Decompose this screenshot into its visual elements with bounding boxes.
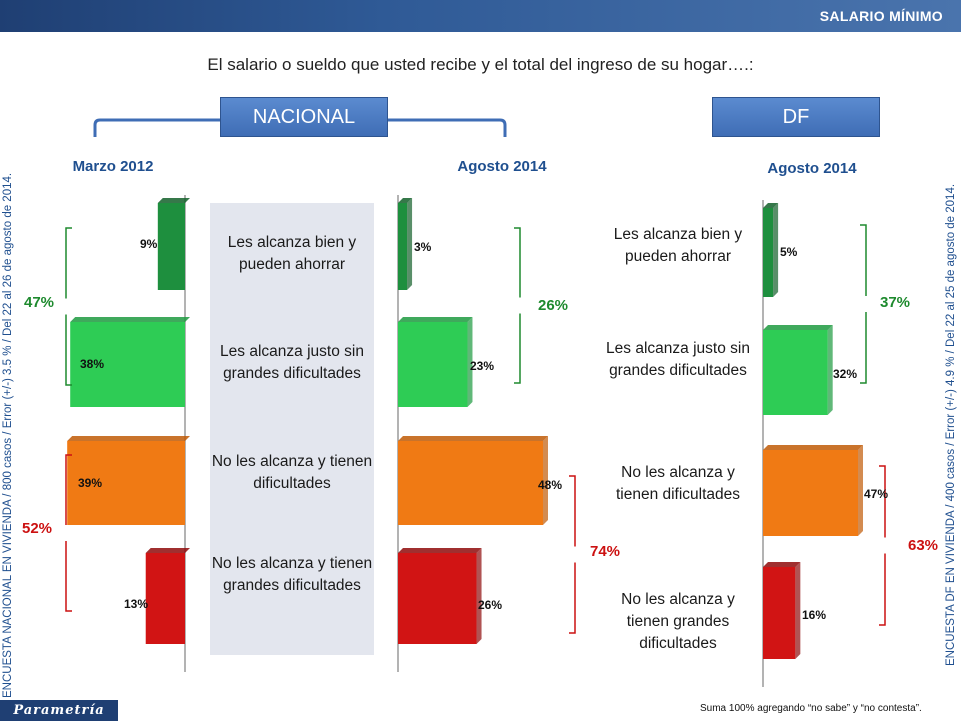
df-category-label: Les alcanza bien y pueden ahorrar (613, 226, 743, 265)
survey-note-df: ENCUESTA DF EN VIVIENDA / 400 casos / Er… (945, 183, 957, 666)
nac-2012-bar-top (67, 436, 190, 441)
nac-2014-bar-side (476, 548, 482, 644)
category-label: No les alcanza y tienen dificultades (211, 453, 373, 492)
category-label: Les alcanza justo sin grandes dificultad… (220, 343, 364, 382)
df-2014-bar (763, 567, 796, 659)
df-2014-bar (763, 450, 858, 536)
nac-2014-bar-side (407, 198, 413, 290)
sum-label: 74% (590, 543, 621, 560)
nac-2014-bar (398, 441, 543, 525)
df-2014-bar-top (763, 445, 863, 450)
date-nac-2014: Agosto 2014 (457, 158, 547, 175)
nac-2014-bar-top (398, 548, 482, 553)
data-label: 32% (833, 367, 858, 381)
df-2014-bar-top (763, 562, 801, 567)
nac-2012-bar (157, 203, 185, 290)
data-label: 13% (124, 597, 149, 611)
question-text: El salario o sueldo que usted recibe y e… (207, 55, 754, 74)
df-2014-bar-side (795, 562, 801, 659)
data-label: 48% (538, 478, 563, 492)
df-category-label: Les alcanza justo sin grandes dificultad… (606, 340, 750, 379)
sum-label: 26% (538, 297, 569, 314)
df-2014-bar-side (858, 445, 863, 536)
bracket-red (569, 475, 576, 634)
nac-2012-bar (70, 322, 185, 407)
df-2014-bar-top (763, 203, 779, 208)
nac-2012-bar-top (157, 198, 190, 203)
data-label: 16% (802, 608, 827, 622)
sum-label: 37% (880, 294, 911, 311)
data-label: 38% (80, 357, 105, 371)
survey-note-nacional: ENCUESTA NACIONAL EN VIVIENDA / 800 caso… (2, 172, 14, 698)
title-bar: SALARIO MÍNIMO (0, 0, 961, 32)
data-label: 3% (414, 240, 432, 254)
nac-2014-bar (398, 322, 468, 407)
df-2014-bar (763, 330, 828, 415)
bracket-green (514, 227, 521, 384)
date-nac-2012: Marzo 2012 (72, 158, 154, 175)
nac-2012-bar (67, 441, 185, 525)
nac-2014-bar-side (467, 317, 473, 407)
df-2014-bar-side (773, 203, 779, 297)
group-nacional: NACIONAL (220, 97, 388, 137)
df-2014-bar-side (827, 325, 833, 415)
bracket-red (879, 465, 886, 626)
nac-2014-bar (398, 203, 408, 290)
bracket-green (65, 227, 72, 386)
df-2014-bar-top (763, 325, 833, 330)
sum-label: 47% (24, 294, 55, 311)
bracket-red (65, 454, 72, 612)
nac-2014-bar-top (398, 317, 473, 322)
footnote: Suma 100% agregando “no sabe” y “no cont… (700, 703, 922, 714)
data-label: 23% (470, 359, 495, 373)
data-label: 47% (864, 487, 889, 501)
nac-2014-bar-top (398, 436, 548, 441)
df-2014-bar (763, 208, 774, 297)
category-label: No les alcanza y tienen grandes dificult… (211, 555, 373, 594)
df-category-label: No les alcanza y tienen grandes dificult… (621, 591, 735, 652)
group-df: DF (712, 97, 880, 137)
nac-2012-bar-top (145, 548, 190, 553)
data-label: 5% (780, 245, 798, 259)
sum-label: 52% (22, 520, 53, 537)
date-df-2014: Agosto 2014 (767, 160, 857, 177)
section-title: SALARIO MÍNIMO (819, 8, 943, 24)
data-label: 39% (78, 476, 103, 490)
nac-2012-bar (145, 553, 185, 644)
parametria-logo: Parametría (0, 700, 118, 721)
nac-2014-bar (398, 553, 477, 644)
df-category-label: No les alcanza y tienen dificultades (615, 464, 741, 503)
category-label: Les alcanza bien y pueden ahorrar (227, 234, 357, 273)
data-label: 26% (478, 598, 503, 612)
sum-label: 63% (908, 537, 939, 554)
nac-2014-bar-side (543, 436, 548, 525)
nac-2012-bar-top (70, 317, 190, 322)
bracket-green (860, 224, 867, 384)
nac-2014-bar-top (398, 198, 413, 203)
data-label: 9% (140, 237, 158, 251)
category-panel (210, 203, 374, 655)
